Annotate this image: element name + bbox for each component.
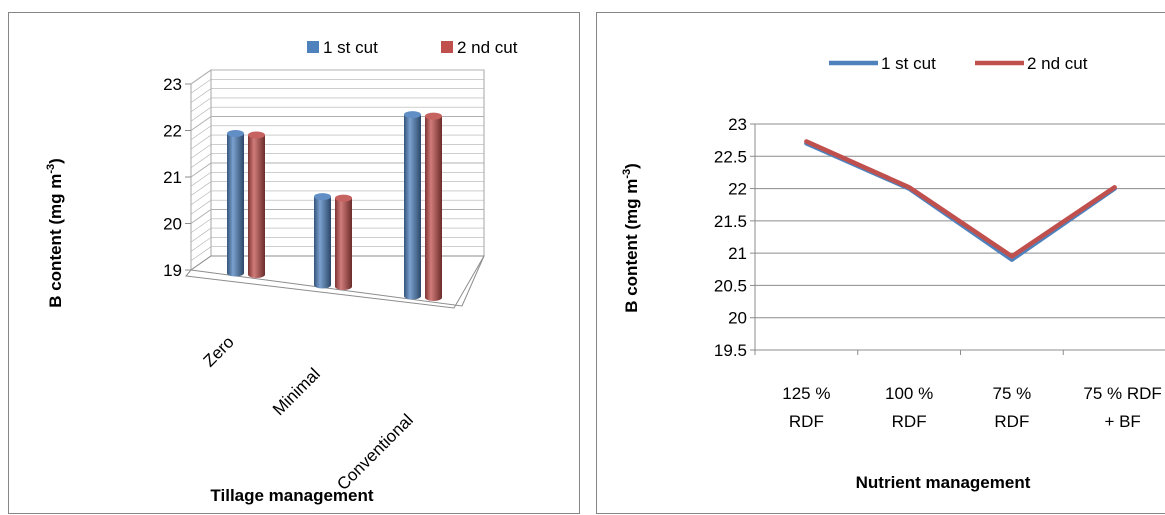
y-tick-label: 21.5 [714, 212, 747, 231]
bar-minimal-2nd-cut [335, 195, 352, 290]
bar-minimal-1st-cut [314, 193, 331, 288]
bar-top [425, 113, 442, 120]
y-tick-label: 20 [163, 215, 182, 234]
x-category-label: Zero [200, 332, 238, 370]
y-tick-label: 21 [163, 168, 182, 187]
legend-label: 2 nd cut [457, 38, 518, 57]
x-axis-title: Nutrient management [856, 473, 1031, 492]
y-tick-label: 23 [728, 115, 747, 134]
nutrient-chart-panel: 19.5 20 20.5 21 21.5 22 22.5 23 125 %RDF 100 %RDF… [596, 12, 1165, 514]
y-tick-label: 20.5 [714, 276, 747, 295]
x-category-label: 100 %RDF [885, 384, 933, 431]
legend-label: 1 st cut [323, 38, 378, 57]
y-tick-label: 19 [163, 261, 182, 280]
bar-top [314, 193, 331, 200]
bar-top [404, 111, 421, 118]
bar-zero-1st-cut [227, 130, 244, 277]
x-category-label: 125 %RDF [782, 384, 830, 431]
bar-top [248, 132, 265, 139]
bar-body [404, 115, 421, 300]
y-tick-label: 21 [728, 244, 747, 263]
gridlines [755, 124, 1165, 350]
y-tick-label: 22 [728, 180, 747, 199]
y-tick-label: 22 [163, 122, 182, 141]
x-category-label: 75 %RDF [993, 384, 1032, 431]
bar-conventional-2nd-cut [425, 113, 442, 301]
y-tick-label: 20 [728, 309, 747, 328]
legend-swatch [441, 41, 453, 53]
y-axis-title: B content (mg m-3) [621, 163, 641, 313]
bar-zero-2nd-cut [248, 132, 265, 279]
legend-label: 2 nd cut [1027, 54, 1088, 73]
x-category-label: 75 % RDF+ BF [1083, 384, 1161, 431]
bar-body [227, 134, 244, 277]
legend: 1 st cut 2 nd cut [307, 38, 518, 57]
y-tick-label: 19.5 [714, 341, 747, 360]
x-axis-title: Tillage management [210, 486, 373, 505]
y-tick-label: 22.5 [714, 147, 747, 166]
bar-body [335, 198, 352, 290]
legend: 1 st cut 2 nd cut [829, 54, 1088, 73]
series-line-2nd-cut [806, 141, 1114, 256]
y-tick-label: 23 [163, 75, 182, 94]
bar-body [314, 197, 331, 289]
bar-conventional-1st-cut [404, 111, 421, 299]
bar-body [248, 135, 265, 278]
x-category-label: Minimal [269, 364, 324, 419]
nutrient-line-chart: 19.5 20 20.5 21 21.5 22 22.5 23 125 %RDF 100 %RDF… [597, 13, 1165, 515]
legend-swatch [307, 41, 319, 53]
bar-top [227, 130, 244, 137]
legend-label: 1 st cut [881, 54, 936, 73]
x-category-label: Conventional [333, 410, 417, 494]
bar-top [335, 195, 352, 202]
y-axis-title: B content (mg m-3) [45, 158, 65, 308]
bar-body [425, 116, 442, 301]
